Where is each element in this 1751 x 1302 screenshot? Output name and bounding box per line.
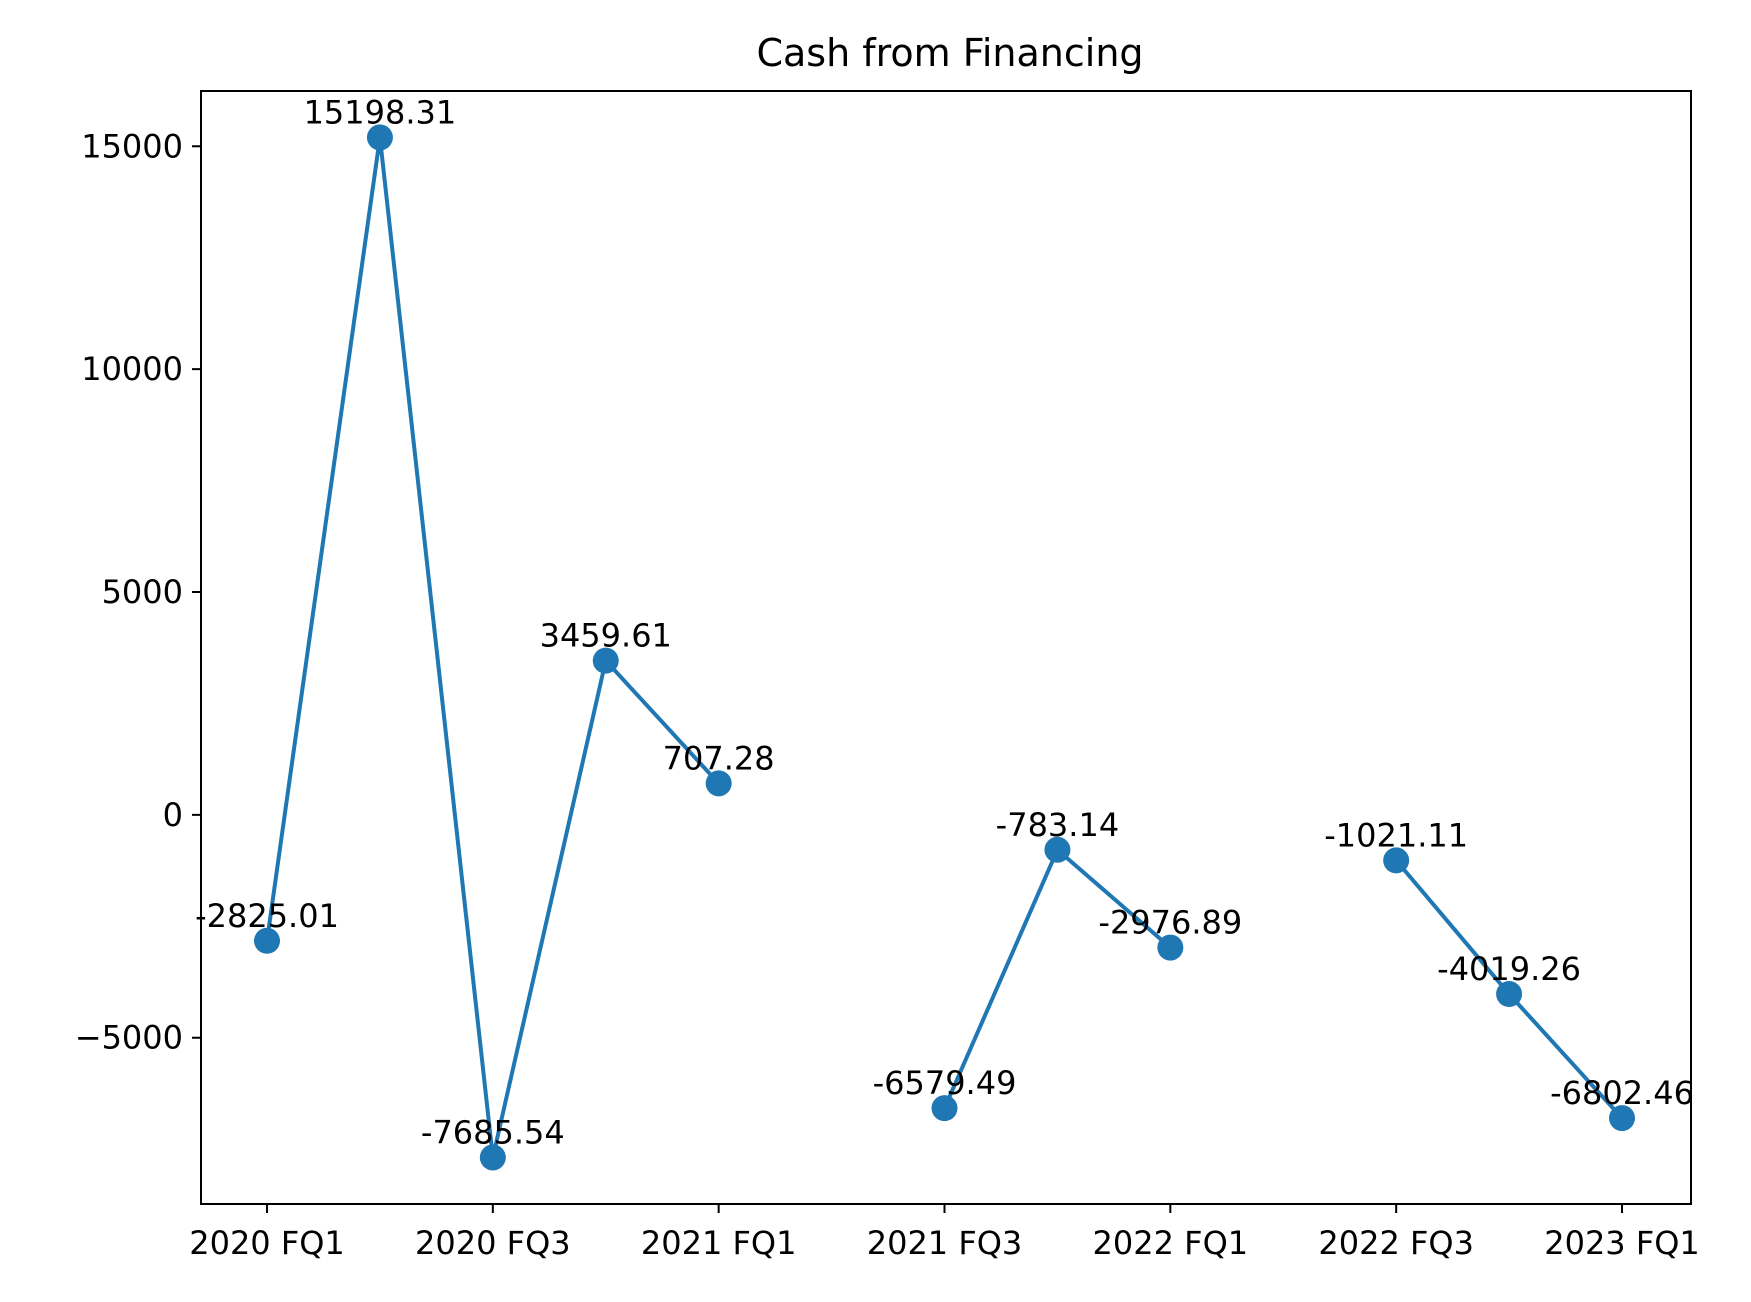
x-tick-label: 2021 FQ1 (641, 1224, 797, 1262)
data-label: 3459.61 (540, 617, 672, 655)
data-label: -6579.49 (873, 1064, 1017, 1102)
data-label: -4019.26 (1437, 950, 1581, 988)
data-point (366, 124, 393, 151)
y-tick-label: 15000 (81, 127, 183, 165)
data-point (479, 1144, 506, 1171)
data-label: -6802.46 (1550, 1074, 1694, 1112)
data-label: -783.14 (996, 806, 1120, 844)
data-point (254, 927, 280, 954)
data-label: -1021.11 (1324, 816, 1468, 854)
data-point (1383, 847, 1410, 874)
data-label: -2976.89 (1098, 904, 1242, 942)
chart-title: Cash from Financing (756, 31, 1143, 75)
x-tick-label: 2021 FQ3 (867, 1224, 1023, 1262)
data-point (1496, 981, 1523, 1008)
y-tick-label: 10000 (81, 350, 183, 388)
plot-area: −5000 0 5000 10000 15000 2020 FQ1 2020 FQ3 2021… (75, 93, 1700, 1262)
y-tick-label: 5000 (102, 573, 183, 611)
x-tick-label: 2023 FQ1 (1544, 1224, 1700, 1262)
data-point (592, 647, 619, 674)
y-tick-label: −5000 (75, 1019, 183, 1057)
x-tick-label: 2022 FQ3 (1318, 1224, 1474, 1262)
x-tick-label: 2020 FQ3 (415, 1224, 571, 1262)
data-point (1157, 934, 1184, 961)
axes-frame (200, 90, 1692, 1205)
data-point (1044, 836, 1071, 863)
data-point (705, 770, 732, 797)
data-label: 15198.31 (304, 93, 457, 131)
x-tick-label: 2022 FQ1 (1093, 1224, 1249, 1262)
x-tick-label: 2020 FQ1 (189, 1224, 345, 1262)
data-label: -2825.01 (195, 897, 339, 935)
data-point (1609, 1105, 1635, 1132)
y-tick-label: 0 (163, 796, 183, 834)
data-label: -7685.54 (421, 1113, 565, 1151)
data-point (931, 1095, 958, 1122)
data-label: 707.28 (663, 739, 775, 777)
